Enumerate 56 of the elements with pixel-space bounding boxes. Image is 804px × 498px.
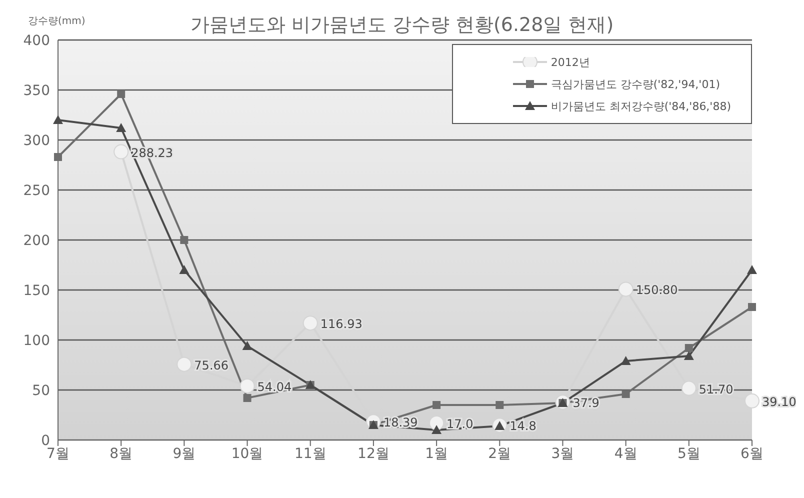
point (747, 265, 757, 274)
point (54, 153, 62, 161)
point (496, 401, 504, 409)
y-tick-label: 300 (23, 132, 50, 149)
point (622, 390, 630, 398)
point (432, 401, 441, 409)
x-tick-label: 8월 (110, 446, 133, 462)
x-tick-label: 12월 (358, 446, 390, 462)
point (302, 316, 318, 331)
point (116, 123, 126, 132)
y-axis-title: 강수량(mm) (28, 15, 86, 28)
legend-label: 2012년 (550, 54, 590, 70)
point (684, 344, 693, 352)
legend-label: 극심가뭄년도 강수량('82,'94,'01) (550, 76, 720, 92)
x-tick-label: 5월 (677, 446, 700, 462)
data-label: 39.10 (762, 394, 796, 409)
x-tick-label: 4월 (614, 446, 638, 462)
point (53, 115, 63, 124)
data-label: 14.8 (510, 419, 536, 434)
x-tick-label: 2월 (488, 446, 512, 462)
y-tick-label: 50 (32, 382, 50, 399)
y-tick-label: 350 (23, 82, 50, 99)
x-tick-label: 1월 (425, 446, 448, 462)
point (681, 380, 696, 396)
x-tick-label: 6월 (740, 446, 764, 462)
data-label: 75.66 (194, 358, 229, 372)
y-tick-label: 100 (23, 332, 50, 349)
data-label: 18.39 (383, 416, 418, 430)
y-tick-label: 250 (23, 182, 50, 199)
x-tick-label: 11월 (294, 446, 326, 462)
legend-label: 비가뭄년도 최저강수량('84,'86,'88) (550, 98, 731, 114)
point (684, 351, 694, 360)
y-tick-label: 150 (23, 282, 50, 299)
y-tick-label: 200 (23, 232, 50, 249)
data-label: 116.93 (320, 317, 362, 332)
chart-title: 가뭄년도와 비가뭄년도 강수량 현황(6.28일 현재) (190, 14, 614, 36)
data-label: 17.0 (446, 417, 474, 431)
point (620, 356, 631, 365)
point (429, 416, 444, 430)
point (432, 425, 442, 434)
point (240, 378, 255, 394)
point (243, 394, 252, 402)
point (618, 282, 634, 297)
point (179, 265, 190, 274)
point (117, 90, 126, 98)
x-tick-label: 9월 (172, 446, 196, 462)
point (748, 303, 756, 311)
x-tick-label: 3월 (551, 446, 574, 462)
point (114, 144, 129, 160)
data-label: 37.9 (572, 396, 600, 410)
point (180, 236, 188, 244)
x-tick-label: 10월 (231, 446, 264, 462)
y-tick-label: 400 (23, 32, 50, 49)
point (744, 393, 760, 408)
point (176, 356, 192, 372)
point (242, 341, 252, 350)
